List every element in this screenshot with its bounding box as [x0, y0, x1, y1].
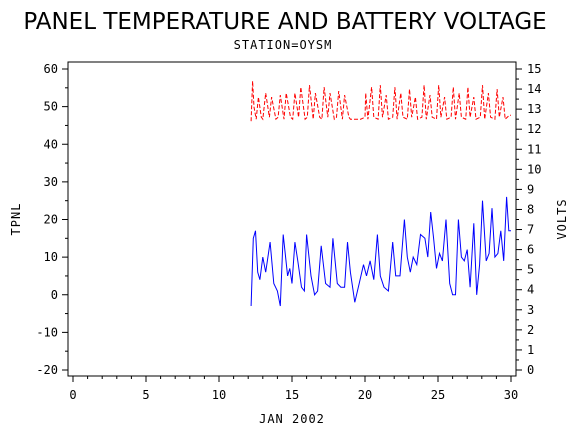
- y2-tick-label: 3: [527, 303, 534, 317]
- y2-tick-label: 10: [527, 162, 541, 176]
- x-tick-label: 15: [285, 388, 299, 402]
- plot-frame: [67, 61, 517, 377]
- y2-tick-label: 2: [527, 323, 534, 337]
- y2-tick-label: 7: [527, 223, 534, 237]
- x-tick-label: 10: [212, 388, 226, 402]
- y2-tick-label: 11: [527, 142, 541, 156]
- chart-title: PANEL TEMPERATURE AND BATTERY VOLTAGE: [23, 9, 546, 35]
- series-layer: [250, 80, 511, 307]
- y2-tick-label: 1: [527, 343, 534, 357]
- y-tick-label: 50: [44, 100, 58, 114]
- chart-subtitle: STATION=OYSM: [234, 38, 333, 52]
- x-tick-label: 30: [504, 388, 518, 402]
- y-tick-label: 10: [44, 250, 58, 264]
- y-axis-left: -20 -10 0 10 20 30 40 50 60: [36, 62, 68, 377]
- x-tick-label: 25: [431, 388, 445, 402]
- x-tick-label: 0: [69, 388, 76, 402]
- y2-tick-label: 15: [527, 62, 541, 76]
- y2-tick-label: 13: [527, 102, 541, 116]
- y2-tick-label: 8: [527, 202, 534, 216]
- y2-tick-label: 14: [527, 82, 541, 96]
- y-tick-label: 30: [44, 175, 58, 189]
- y2-tick-label: 5: [527, 263, 534, 277]
- y-tick-label: -20: [36, 363, 58, 377]
- y-axis-label-right: VOLTS: [555, 198, 569, 239]
- x-axis: 0 5 10 15 20 25 30: [69, 376, 518, 402]
- y2-tick-label: 9: [527, 182, 534, 196]
- y2-tick-label: 12: [527, 122, 541, 136]
- y-axis-label-left: TPNL: [9, 203, 23, 236]
- y-tick-label: -10: [36, 325, 58, 339]
- x-tick-label: 5: [142, 388, 149, 402]
- panel-temperature-line: [250, 196, 511, 307]
- y-tick-label: 40: [44, 137, 58, 151]
- x-tick-label: 20: [358, 388, 372, 402]
- y-tick-label: 60: [44, 62, 58, 76]
- y2-tick-label: 6: [527, 243, 534, 257]
- y2-tick-label: 0: [527, 363, 534, 377]
- x-axis-label: JAN 2002: [259, 412, 325, 426]
- battery-voltage-line: [250, 80, 511, 122]
- y2-tick-label: 4: [527, 283, 534, 297]
- y-tick-label: 20: [44, 213, 58, 227]
- y-tick-label: 0: [51, 288, 58, 302]
